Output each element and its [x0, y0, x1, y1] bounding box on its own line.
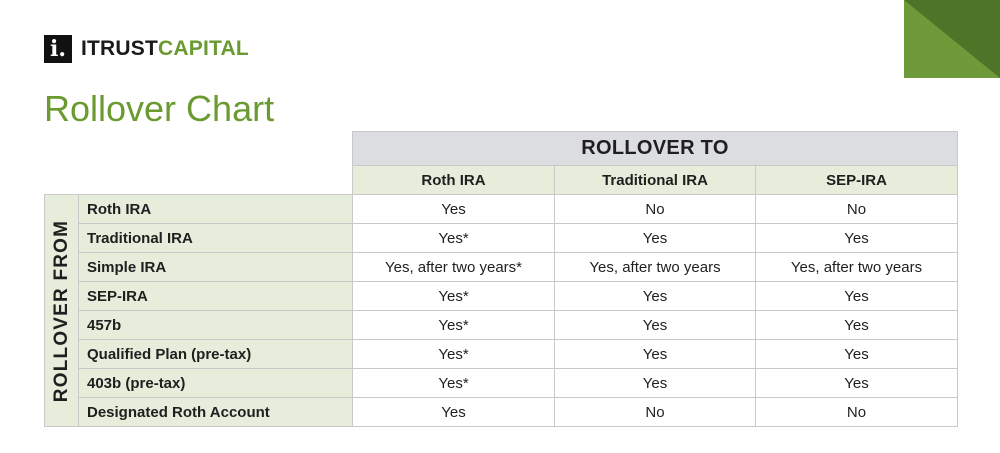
logo-mark: i. [44, 35, 72, 63]
table-cell: Yes [755, 310, 958, 340]
empty-corner-cell [45, 132, 353, 166]
table-row: Simple IRA Yes, after two years* Yes, afte… [45, 252, 958, 282]
table-cell: No [554, 194, 756, 224]
table-row: Qualified Plan (pre-tax) Yes* Yes Yes [45, 339, 958, 369]
row-label: Traditional IRA [78, 223, 353, 253]
table-cell: Yes [755, 339, 958, 369]
logo-wordmark: ITRUSTCAPITAL [81, 37, 249, 61]
rollover-from-header: ROLLOVER FROM [44, 194, 79, 427]
row-label: SEP-IRA [78, 281, 353, 311]
table-cell: No [755, 194, 958, 224]
table-cell: Yes* [352, 368, 555, 398]
table-cell: Yes* [352, 281, 555, 311]
table-row: Designated Roth Account Yes No No [45, 397, 958, 427]
row-label: 457b [78, 310, 353, 340]
table-cell: Yes* [352, 223, 555, 253]
table-cell: Yes [554, 310, 756, 340]
table-cell: Yes* [352, 310, 555, 340]
row-label: Roth IRA [78, 194, 353, 224]
empty-corner-cell [45, 166, 353, 195]
table-cell: No [554, 397, 756, 427]
table-cell: Yes [755, 368, 958, 398]
table-cell: Yes [554, 368, 756, 398]
table-cell: Yes [755, 281, 958, 311]
column-header-sep-ira: SEP-IRA [755, 165, 958, 195]
logo-word-itrust: ITRUST [81, 37, 159, 60]
page-title: Rollover Chart [44, 88, 275, 129]
table-cell: Yes [554, 281, 756, 311]
logo-word-capital: CAPITAL [158, 37, 249, 60]
column-header-roth-ira: Roth IRA [352, 165, 555, 195]
table-cell: Yes [352, 397, 555, 427]
table-cell: Yes [554, 223, 756, 253]
table-row: 457b Yes* Yes Yes [45, 310, 958, 340]
row-label: Designated Roth Account [78, 397, 353, 427]
table-cell: Yes* [352, 339, 555, 369]
rollover-to-header-row: ROLLOVER TO [45, 131, 958, 166]
corner-decoration [904, 0, 1000, 78]
table-row: 403b (pre-tax) Yes* Yes Yes [45, 368, 958, 398]
table-cell: Yes [755, 223, 958, 253]
column-header-row: Roth IRA Traditional IRA SEP-IRA [45, 165, 958, 195]
row-label: 403b (pre-tax) [78, 368, 353, 398]
table-cell: Yes [554, 339, 756, 369]
table-row: SEP-IRA Yes* Yes Yes [45, 281, 958, 311]
table-cell: Yes, after two years [755, 252, 958, 282]
table-cell: Yes, after two years* [352, 252, 555, 282]
table-row: Traditional IRA Yes* Yes Yes [45, 223, 958, 253]
itrustcapital-logo: i. ITRUSTCAPITAL [44, 35, 249, 63]
rollover-table: ROLLOVER TO Roth IRA Traditional IRA SEP… [44, 131, 958, 427]
table-cell: Yes [352, 194, 555, 224]
rollover-from-label: ROLLOVER FROM [50, 219, 72, 402]
row-label: Qualified Plan (pre-tax) [78, 339, 353, 369]
row-label: Simple IRA [78, 252, 353, 282]
rollover-to-header: ROLLOVER TO [352, 131, 958, 166]
table-cell: Yes, after two years [554, 252, 756, 282]
table-row: ROLLOVER FROM Roth IRA Yes No No [44, 194, 958, 427]
column-header-traditional-ira: Traditional IRA [554, 165, 756, 195]
table-cell: No [755, 397, 958, 427]
